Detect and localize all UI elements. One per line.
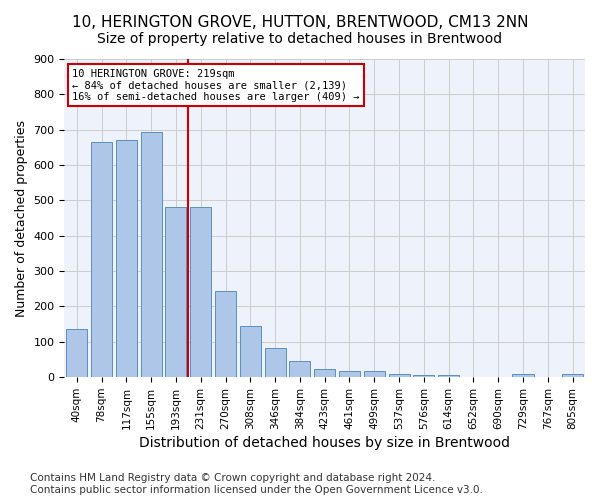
Bar	[91, 142, 112, 377]
Y-axis label: Number of detached properties: Number of detached properties	[15, 120, 28, 316]
Bar	[339, 371, 360, 377]
Bar	[314, 369, 335, 377]
Bar	[66, 330, 88, 377]
Text: 10, HERINGTON GROVE, HUTTON, BRENTWOOD, CM13 2NN: 10, HERINGTON GROVE, HUTTON, BRENTWOOD, …	[72, 15, 528, 30]
Text: Size of property relative to detached houses in Brentwood: Size of property relative to detached ho…	[97, 32, 503, 46]
Bar	[240, 326, 261, 377]
Bar	[140, 132, 162, 377]
X-axis label: Distribution of detached houses by size in Brentwood: Distribution of detached houses by size …	[139, 436, 510, 450]
Bar	[562, 374, 583, 377]
Bar	[215, 290, 236, 377]
Bar	[166, 208, 187, 377]
Bar	[364, 371, 385, 377]
Bar	[265, 348, 286, 377]
Bar	[413, 374, 434, 377]
Bar	[438, 374, 459, 377]
Bar	[389, 374, 410, 377]
Bar	[190, 208, 211, 377]
Bar	[512, 374, 533, 377]
Text: Contains HM Land Registry data © Crown copyright and database right 2024.
Contai: Contains HM Land Registry data © Crown c…	[30, 474, 483, 495]
Bar	[116, 140, 137, 377]
Text: 10 HERINGTON GROVE: 219sqm
← 84% of detached houses are smaller (2,139)
16% of s: 10 HERINGTON GROVE: 219sqm ← 84% of deta…	[72, 68, 360, 102]
Bar	[289, 360, 310, 377]
